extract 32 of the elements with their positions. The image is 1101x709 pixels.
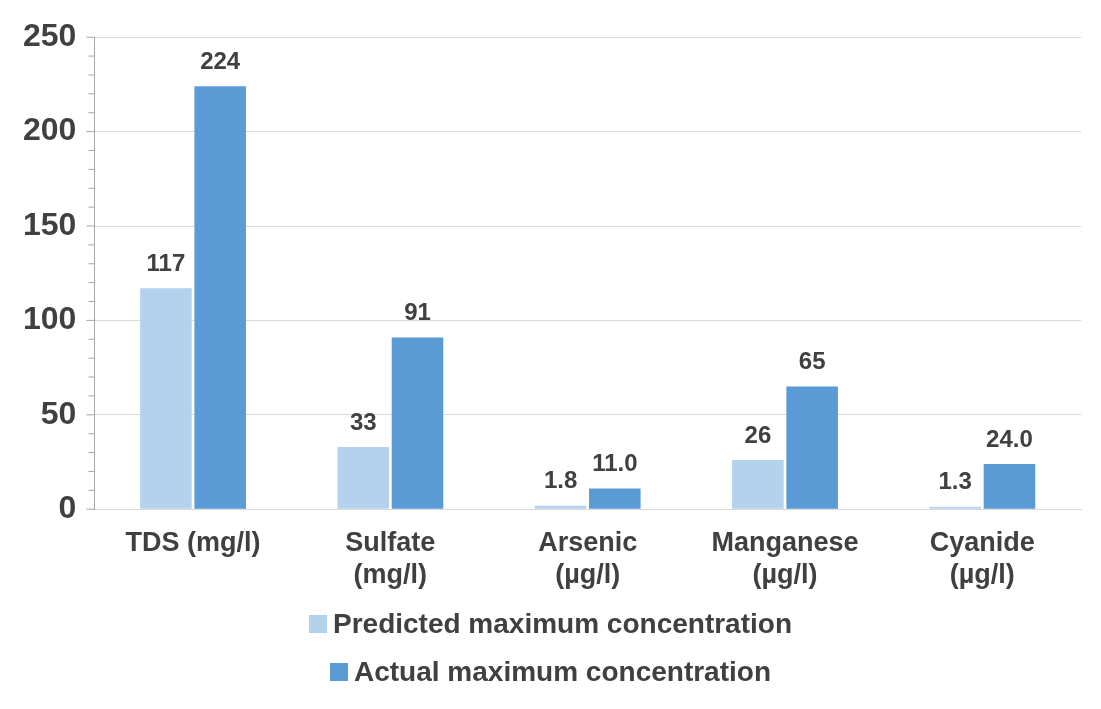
- x-tick-label: Manganese (µg/l): [711, 526, 859, 590]
- data-label: 33: [349, 407, 377, 435]
- y-tick-label: 250: [23, 17, 77, 54]
- y-tick-label: 50: [40, 394, 77, 431]
- data-label: 224: [200, 46, 241, 74]
- data-label: 117: [146, 248, 186, 276]
- data-label: 65: [798, 347, 826, 375]
- x-tick-label: TDS (mg/l): [125, 526, 261, 557]
- y-tick-label: 200: [23, 111, 77, 148]
- y-tick-label: 150: [23, 205, 77, 242]
- bar: [140, 288, 192, 509]
- bar: [732, 460, 784, 509]
- y-tick-label: 0: [58, 489, 77, 526]
- y-tick-label: 100: [23, 300, 77, 337]
- bar: [589, 488, 641, 509]
- data-label: 1.8: [543, 466, 578, 494]
- x-tick-label: Sulfate (mg/l): [345, 526, 436, 590]
- legend-label: Actual maximum concentration: [354, 656, 771, 688]
- data-label: 1.3: [938, 467, 972, 495]
- bar: [534, 505, 587, 509]
- bar: [391, 337, 444, 509]
- data-label: 24.0: [986, 424, 1033, 452]
- data-label: 91: [404, 298, 431, 326]
- bar: [337, 446, 390, 509]
- data-label: 11.0: [592, 449, 638, 477]
- legend-label: Predicted maximum concentration: [332, 608, 792, 640]
- bar: [983, 463, 1036, 509]
- bar: [194, 86, 246, 509]
- x-tick-label: Arsenic (µg/l): [538, 526, 638, 590]
- x-tick-label: Cyanide (µg/l): [929, 526, 1035, 590]
- data-label: 26: [744, 420, 772, 448]
- bar: [786, 386, 838, 509]
